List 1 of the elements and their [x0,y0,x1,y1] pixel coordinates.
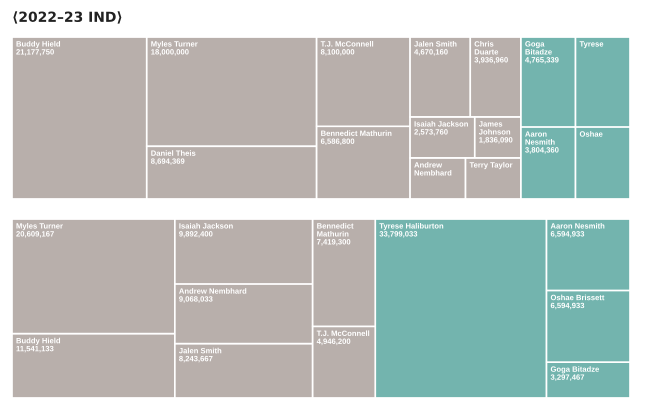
text: ⟨2022–23 IND⟩ [13,11,122,24]
